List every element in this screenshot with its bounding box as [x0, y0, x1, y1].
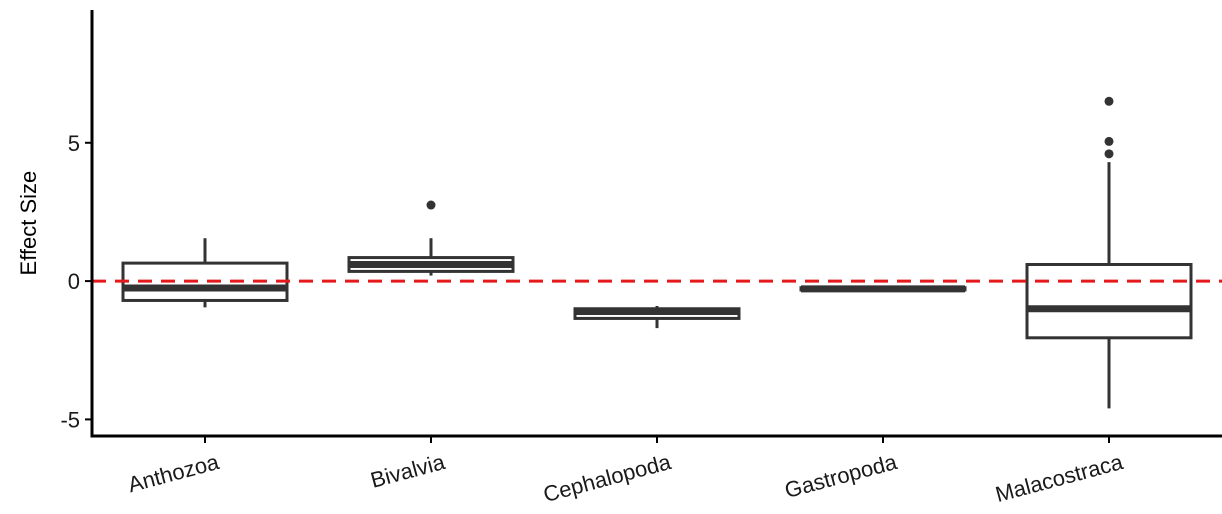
y-tick-label: 5 [68, 131, 80, 156]
y-axis-title: Effect Size [16, 171, 41, 276]
box-body [1025, 262, 1193, 340]
box-gastropoda [799, 285, 967, 293]
box-malacostraca [1025, 96, 1193, 409]
outlier-point [1104, 136, 1114, 146]
x-tick-label: Gastropoda [782, 449, 900, 503]
x-tick-label: Malacostraca [993, 449, 1127, 507]
box-cephalopoda [573, 305, 741, 329]
y-tick-label: 0 [68, 269, 80, 294]
outlier-point [426, 200, 436, 210]
y-axis-ticks: -5 0 5 [60, 131, 92, 432]
box-anthozoa [121, 238, 289, 308]
x-tick-label: Anthozoa [125, 449, 222, 497]
x-tick-label: Bivalvia [368, 449, 448, 493]
box-bivalvia [347, 200, 515, 276]
plot-area [121, 96, 1193, 409]
x-tick-label: Cephalopoda [541, 449, 675, 507]
outlier-point [1104, 149, 1114, 159]
outlier-point [1104, 96, 1114, 106]
y-tick-label: -5 [60, 407, 80, 432]
x-axis-ticks: Anthozoa Bivalvia Cephalopoda Gastropoda Mal… [125, 436, 1126, 507]
